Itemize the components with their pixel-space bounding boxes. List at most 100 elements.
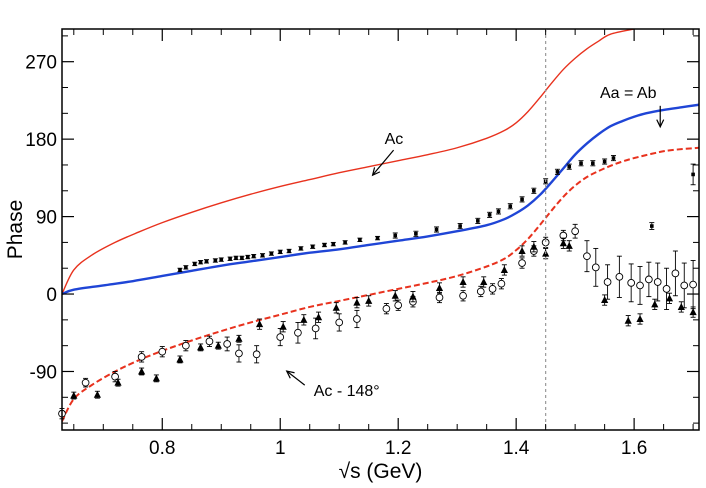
data-point-square <box>331 242 336 246</box>
data-point-circle <box>497 279 506 288</box>
data-point-circle <box>335 318 344 327</box>
data-point-square <box>219 257 224 262</box>
x-tick-labels: 0.8 1 1.2 1.4 1.6 <box>149 438 647 459</box>
data-point-square <box>650 224 654 228</box>
data-point-triangle <box>70 391 78 399</box>
data-point-circle <box>353 315 361 323</box>
data-point-circle <box>394 301 403 310</box>
data-point-triangle <box>689 308 697 316</box>
x-tick-label: 0.8 <box>149 438 175 459</box>
data-point-circle <box>476 287 485 296</box>
data-point-circle <box>382 304 391 313</box>
data-point-circle <box>689 280 697 289</box>
data-point-circle <box>627 279 636 287</box>
data-point-triangle <box>530 242 538 250</box>
data-point-triangle <box>197 343 205 351</box>
x-tick-label: 1.2 <box>385 438 411 459</box>
data-point-circle <box>603 278 612 286</box>
data-point-square <box>496 209 501 214</box>
data-point-triangle <box>235 334 243 342</box>
y-tick-label: 180 <box>25 130 57 151</box>
data-point-triangle <box>435 284 444 292</box>
data-point-square <box>611 156 616 160</box>
data-point-square <box>269 251 274 256</box>
data-point-square <box>393 233 398 238</box>
data-point-circle <box>518 259 526 267</box>
data-point-triangle <box>624 316 632 324</box>
data-point-square <box>434 227 439 232</box>
data-point-square <box>299 246 303 251</box>
data-point-square <box>178 268 182 272</box>
curve-aa-ab <box>62 103 699 296</box>
data-point-square <box>260 253 265 258</box>
annotation-ac-arrow <box>372 149 395 176</box>
data-point-square <box>358 238 362 242</box>
data-point-triangle <box>651 300 659 308</box>
data-point-triangle <box>279 322 287 330</box>
data-point-triangle <box>138 367 146 375</box>
x-axis-title: √s (GeV) <box>339 460 423 483</box>
data-point-circle <box>662 285 671 293</box>
data-point-triangle <box>559 239 567 247</box>
annotation-ac: Ac <box>385 131 404 148</box>
data-point-circle <box>459 291 467 300</box>
data-point-triangle <box>665 294 674 302</box>
data-point-square <box>567 164 572 169</box>
data-point-circle <box>137 353 146 361</box>
data-point-triangle <box>255 320 264 328</box>
data-point-triangle <box>518 247 526 255</box>
data-point-triangle <box>601 296 609 304</box>
data-point-circle <box>591 263 600 272</box>
data-point-square <box>458 224 462 228</box>
y-tick-label: -90 <box>30 362 57 383</box>
data-point-square <box>251 254 256 258</box>
data-point-square <box>198 260 203 264</box>
series-filled-triangles <box>70 237 697 400</box>
x-tick-label: 1.6 <box>621 438 647 459</box>
data-point-circle <box>235 349 243 358</box>
data-point-circle <box>205 337 214 346</box>
data-point-circle <box>435 293 444 302</box>
data-point-triangle <box>459 277 467 285</box>
data-point-circle <box>223 340 231 348</box>
data-point-circle <box>182 341 190 350</box>
data-point-square <box>240 256 244 260</box>
data-point-square <box>204 259 209 264</box>
axis-ticks <box>62 29 699 430</box>
data-point-circle <box>276 333 285 341</box>
series-black-squares <box>177 155 616 273</box>
y-tick-label: 90 <box>36 208 57 229</box>
data-point-circle <box>488 285 497 293</box>
annotation-ac-148-arrow-head <box>285 370 295 379</box>
data-point-circle <box>158 347 167 356</box>
data-point-circle <box>294 328 302 337</box>
data-point-triangle <box>391 291 399 299</box>
y-tick-labels: -90 0 90 180 270 <box>25 53 57 384</box>
data-point-circle <box>636 281 644 290</box>
data-point-circle <box>571 227 579 236</box>
curve-ac <box>62 29 635 295</box>
data-point-square <box>591 161 595 166</box>
data-point-square <box>602 159 607 164</box>
data-point-square <box>245 255 250 259</box>
data-point-square <box>532 188 536 193</box>
data-point-circle <box>653 278 662 286</box>
data-point-circle <box>583 252 591 261</box>
data-point-square <box>476 219 480 223</box>
data-point-triangle <box>314 313 323 321</box>
annotation-aa-ab-arrow-head <box>656 119 665 129</box>
data-point-triangle <box>409 292 417 300</box>
data-point-triangle <box>152 374 160 382</box>
data-point-square <box>555 170 560 174</box>
data-point-circle <box>615 272 624 281</box>
series-isolated-points <box>649 163 696 230</box>
data-point-square <box>234 256 238 260</box>
data-point-circle <box>111 372 119 381</box>
data-point-square <box>310 244 315 249</box>
annotation-ac-148-arrow <box>286 370 306 386</box>
data-point-circle <box>311 324 320 333</box>
data-point-square <box>579 161 583 166</box>
data-point-triangle <box>353 298 361 306</box>
data-point-square <box>287 249 291 253</box>
